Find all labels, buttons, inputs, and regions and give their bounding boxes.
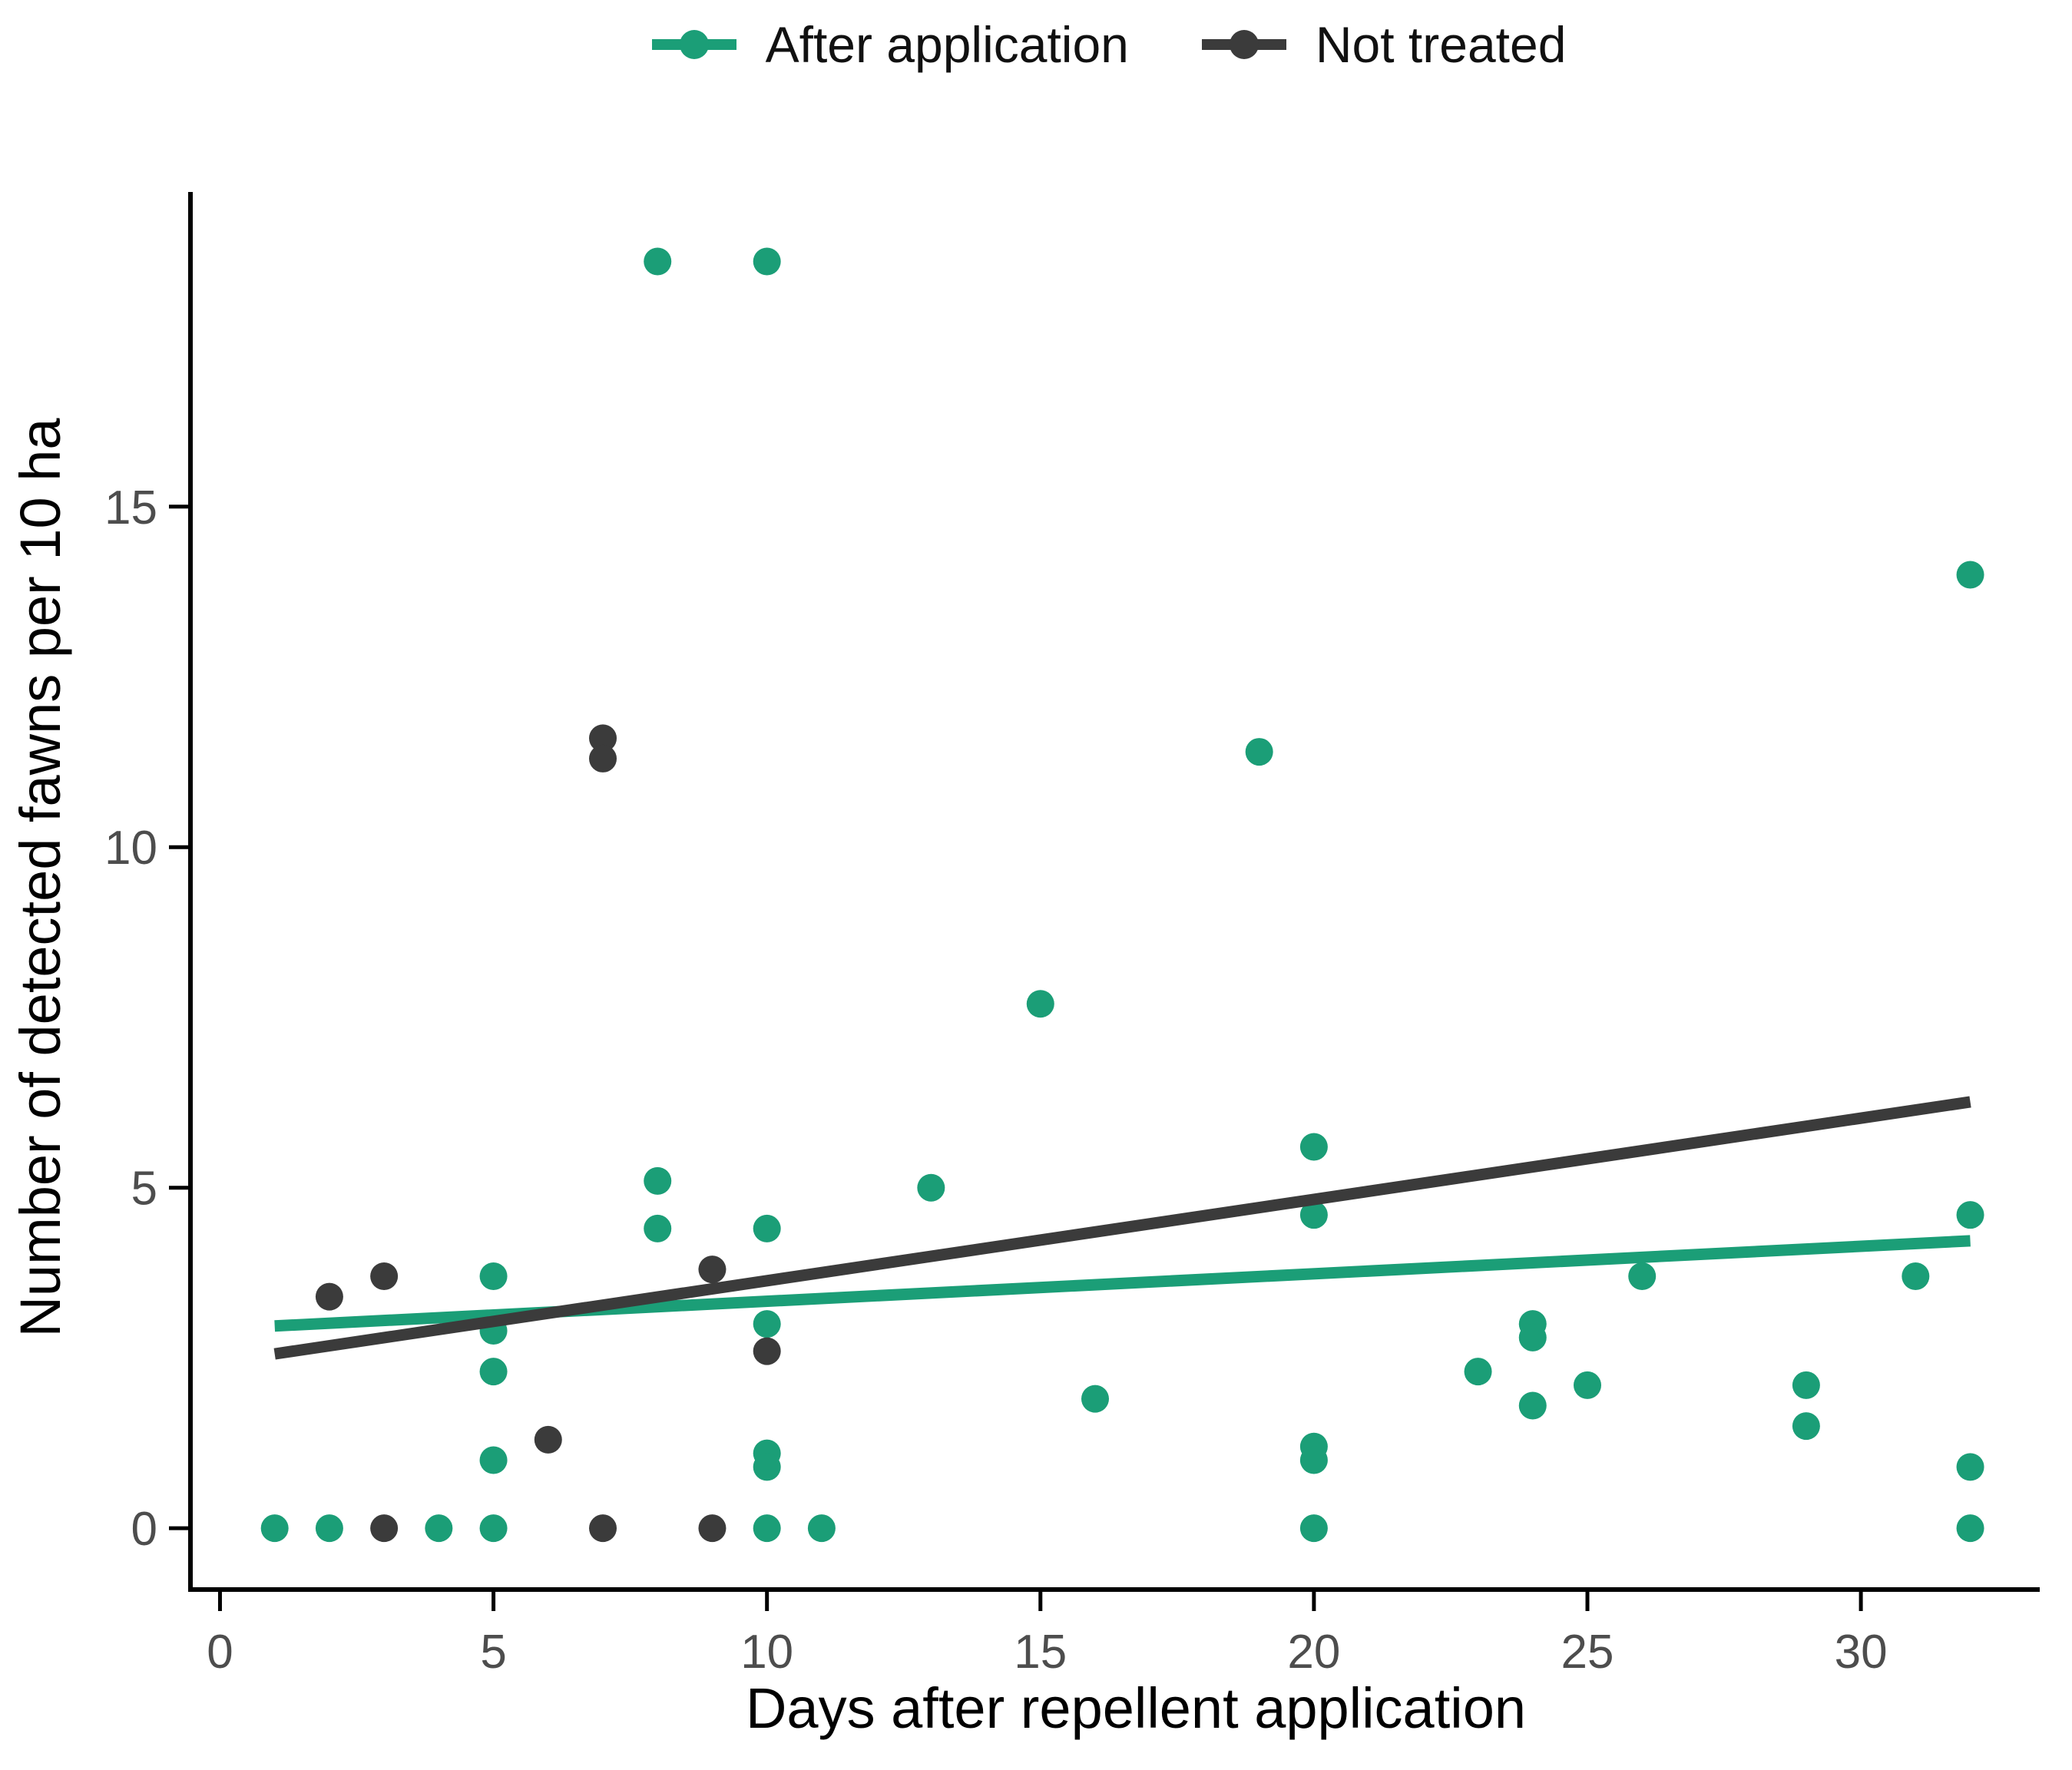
data-point [1299, 1201, 1328, 1229]
y-tick-label: 0 [131, 1503, 157, 1556]
data-point [589, 1514, 617, 1543]
x-axis-title: Days after repellent application [746, 1676, 1526, 1740]
data-point [644, 247, 672, 276]
data-point [644, 1166, 672, 1195]
data-point [1628, 1262, 1657, 1291]
legend: After application Not treated [0, 6, 2072, 83]
data-point [917, 1173, 945, 1202]
data-point [1518, 1391, 1547, 1420]
data-point [1245, 738, 1273, 766]
data-point [1026, 990, 1054, 1018]
data-point [753, 1514, 781, 1543]
data-point [479, 1262, 508, 1291]
data-point [1518, 1323, 1547, 1351]
x-tick-label: 25 [1561, 1626, 1614, 1679]
data-point [315, 1282, 343, 1311]
data-point [425, 1514, 453, 1543]
legend-label-after-application: After application [765, 16, 1129, 73]
x-tick-label: 20 [1287, 1626, 1340, 1679]
data-point [1081, 1385, 1110, 1413]
data-point [479, 1358, 508, 1386]
data-point [370, 1262, 399, 1291]
y-tick-label: 10 [104, 822, 157, 875]
x-tick-label: 0 [207, 1626, 233, 1679]
data-point [698, 1256, 727, 1284]
data-point [753, 1453, 781, 1481]
data-point [315, 1514, 343, 1543]
data-points-layer [260, 247, 1984, 1543]
x-tick-label: 10 [740, 1626, 793, 1679]
data-point [589, 724, 617, 753]
data-point [753, 1337, 781, 1365]
data-point [1464, 1358, 1492, 1386]
data-point [1299, 1514, 1328, 1543]
y-tick-label: 5 [131, 1163, 157, 1216]
data-point [698, 1514, 727, 1543]
data-point [589, 744, 617, 773]
legend-key-after-application-icon [651, 30, 736, 59]
x-tick-label: 30 [1835, 1626, 1888, 1679]
legend-item-after-application: After application [651, 14, 1129, 75]
legend-key-not-treated-icon [1201, 30, 1286, 59]
x-tick-label: 5 [480, 1626, 506, 1679]
data-point [1902, 1262, 1930, 1291]
data-point [1956, 1453, 1984, 1481]
legend-item-not-treated: Not treated [1201, 14, 1567, 75]
data-point [1299, 1133, 1328, 1161]
data-point [1299, 1446, 1328, 1474]
data-point [1573, 1371, 1601, 1399]
data-point [807, 1514, 836, 1543]
axis-ticks: 0 5 10 15 20 25 30 0 5 10 15 [104, 481, 1888, 1679]
data-point [753, 1310, 781, 1338]
trend-line [273, 1096, 1971, 1360]
x-tick-label: 15 [1014, 1626, 1067, 1679]
data-point [1956, 561, 1984, 589]
data-point [479, 1514, 508, 1543]
trend-lines-layer [273, 1096, 1971, 1360]
data-point [753, 247, 781, 276]
y-tick-label: 15 [104, 481, 157, 534]
data-point [534, 1425, 562, 1454]
data-point [1792, 1371, 1820, 1399]
y-axis-title: Number of detected fawns per 10 ha [8, 418, 72, 1338]
data-point [644, 1214, 672, 1242]
data-point [1792, 1412, 1820, 1441]
data-point [260, 1514, 289, 1543]
data-point [1956, 1514, 1984, 1543]
data-point [479, 1446, 508, 1474]
data-point [1956, 1201, 1984, 1229]
data-point [753, 1214, 781, 1242]
data-point [370, 1514, 399, 1543]
legend-label-not-treated: Not treated [1315, 16, 1567, 73]
